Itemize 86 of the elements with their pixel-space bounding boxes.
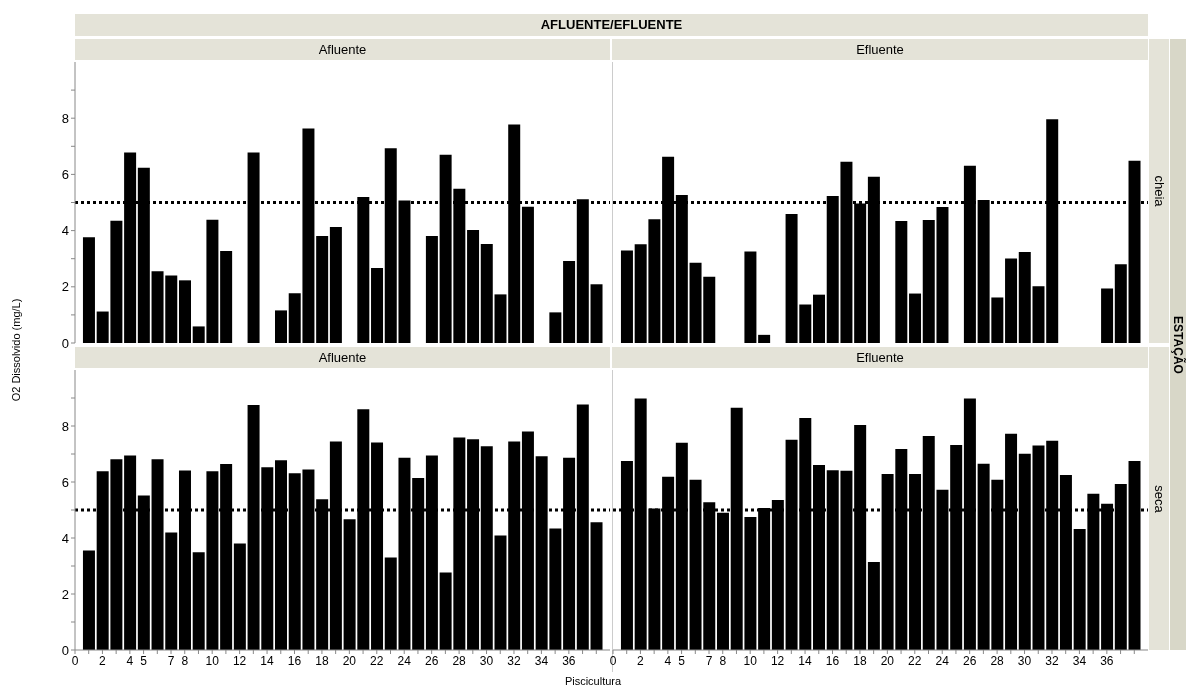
y-tick-label: 6 xyxy=(61,167,69,183)
y-tick-label: 4 xyxy=(61,530,69,546)
bar xyxy=(909,293,922,343)
x-tick-label: 30 xyxy=(1017,653,1032,668)
x-tick-label: 20 xyxy=(342,653,357,668)
chart-title: Afluente xyxy=(75,39,610,60)
bar xyxy=(371,267,384,343)
x-tick-label: 18 xyxy=(853,653,867,668)
bar xyxy=(329,226,342,343)
y-tick-label: 8 xyxy=(61,418,69,434)
x-tick-label: 22 xyxy=(908,653,922,668)
bar xyxy=(82,550,95,650)
bar xyxy=(178,280,191,343)
chart-title: Efluente xyxy=(612,39,1148,60)
bar xyxy=(1005,258,1018,343)
bar xyxy=(425,235,438,343)
x-tick-label: 0 xyxy=(71,653,79,668)
x-tick-label: 36 xyxy=(562,653,576,668)
y-tick-label: 6 xyxy=(61,474,69,490)
y-tick-label: 2 xyxy=(61,279,69,295)
x-tick-label: 28 xyxy=(990,653,1005,668)
x-tick-label: 4 xyxy=(126,653,134,668)
bar xyxy=(744,251,757,343)
bar xyxy=(316,235,329,343)
x-tick-label: 7 xyxy=(167,653,175,668)
bar xyxy=(563,260,576,343)
bar xyxy=(590,522,603,650)
x-tick-label: 16 xyxy=(825,653,840,668)
bar xyxy=(220,251,233,343)
x-tick-label: 26 xyxy=(424,653,439,668)
bar xyxy=(1114,264,1127,343)
x-tick-label: 10 xyxy=(205,653,220,668)
x-tick-label: 8 xyxy=(181,653,189,668)
x-tick-label: 14 xyxy=(798,653,813,668)
x-tick-label: 16 xyxy=(287,653,302,668)
x-tick-label: 34 xyxy=(1072,653,1087,668)
chart-title: Afluente xyxy=(75,347,610,368)
x-tick-label: 26 xyxy=(962,653,977,668)
x-tick-label: 4 xyxy=(664,653,672,668)
bar xyxy=(467,230,480,343)
x-tick-label: 34 xyxy=(534,653,549,668)
x-tick-label: 22 xyxy=(370,653,384,668)
x-tick-label: 14 xyxy=(260,653,275,668)
y-axis-title: O2 Dissolvido (mg/L) xyxy=(10,298,22,402)
x-tick-label: 30 xyxy=(479,653,494,668)
bar xyxy=(590,284,603,343)
x-tick-label: 24 xyxy=(935,653,950,668)
y-tick-label: 2 xyxy=(61,586,69,602)
x-axis-title: Piscicultura xyxy=(563,675,623,687)
x-tick-label: 7 xyxy=(705,653,713,668)
x-tick-label: 0 xyxy=(609,653,617,668)
x-tick-label: 32 xyxy=(1045,653,1059,668)
x-tick-label: 18 xyxy=(315,653,329,668)
x-tick-label: 2 xyxy=(637,653,645,668)
bar xyxy=(895,221,908,343)
x-tick-label: 36 xyxy=(1100,653,1114,668)
bar xyxy=(813,294,826,343)
text: ESTAÇÃO xyxy=(1171,315,1185,374)
y-tick-label: 0 xyxy=(61,335,69,351)
bar xyxy=(233,543,246,650)
y2-axis-title: cheia xyxy=(1151,175,1167,207)
x-tick-label: 8 xyxy=(719,653,727,668)
text: AFLUENTE/EFLUENTE xyxy=(75,14,1148,36)
y2-axis-title: seca xyxy=(1151,484,1167,513)
y-tick-label: 8 xyxy=(61,110,69,126)
bar xyxy=(549,312,562,343)
bar xyxy=(82,237,95,343)
x-tick-label: 24 xyxy=(397,653,412,668)
x-tick-label: 5 xyxy=(678,653,686,668)
x-tick-label: 28 xyxy=(452,653,467,668)
y-tick-label: 4 xyxy=(61,223,69,239)
bar xyxy=(1101,288,1114,343)
x-tick-label: 2 xyxy=(99,653,107,668)
bar xyxy=(275,310,288,343)
x-tick-label: 10 xyxy=(743,653,758,668)
chart-title: Efluente xyxy=(612,347,1148,368)
y-tick-label: 0 xyxy=(61,642,69,658)
x-tick-label: 32 xyxy=(507,653,521,668)
x-tick-label: 20 xyxy=(880,653,895,668)
bar xyxy=(521,206,534,343)
bar xyxy=(758,334,771,343)
x-tick-label: 12 xyxy=(770,653,785,668)
x-tick-label: 5 xyxy=(140,653,148,668)
x-tick-label: 12 xyxy=(232,653,247,668)
bar xyxy=(620,250,633,343)
bar xyxy=(867,562,880,650)
